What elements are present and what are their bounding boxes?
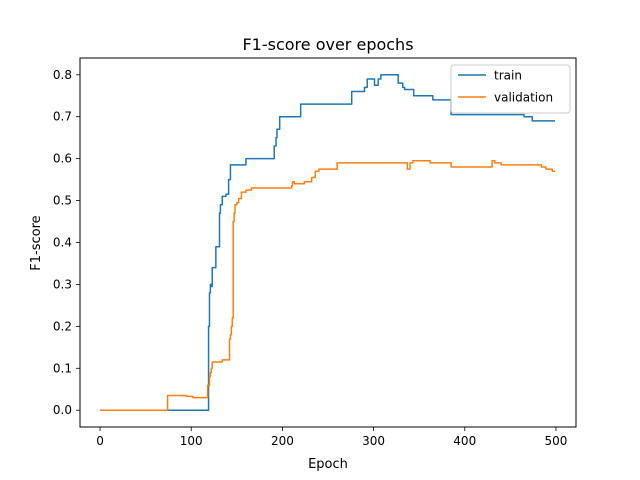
y-tick-label: 0.0 <box>53 403 72 417</box>
legend-label-validation: validation <box>494 91 553 105</box>
legend-box <box>450 64 571 114</box>
legend-label-train: train <box>494 69 522 83</box>
x-tick-label: 200 <box>271 434 294 448</box>
series-layer <box>100 74 556 411</box>
y-tick-label: 0.7 <box>53 110 72 124</box>
y-axis: 0.0 0.1 0.2 0.3 0.4 0.5 0.6 0.7 0.8 <box>53 68 80 417</box>
legend: train validation <box>450 64 571 114</box>
y-tick-label: 0.3 <box>53 277 72 291</box>
y-tick-label: 0.5 <box>53 194 72 208</box>
x-axis-label: Epoch <box>308 457 348 472</box>
x-tick-label: 400 <box>453 434 476 448</box>
x-tick-label: 0 <box>96 434 104 448</box>
y-tick-label: 0.6 <box>53 152 72 166</box>
y-tick-label: 0.1 <box>53 361 72 375</box>
chart-title: F1-score over epochs <box>242 35 413 54</box>
series-line-train <box>100 74 556 411</box>
x-tick-label: 100 <box>180 434 203 448</box>
series-line-validation <box>100 159 556 411</box>
y-axis-label: F1-score <box>29 215 44 270</box>
y-tick-label: 0.8 <box>53 68 72 82</box>
x-axis: 0 100 200 300 400 500 <box>96 427 567 448</box>
x-tick-label: 500 <box>544 434 567 448</box>
x-tick-label: 300 <box>362 434 385 448</box>
y-tick-label: 0.2 <box>53 319 72 333</box>
y-tick-label: 0.4 <box>53 236 72 250</box>
